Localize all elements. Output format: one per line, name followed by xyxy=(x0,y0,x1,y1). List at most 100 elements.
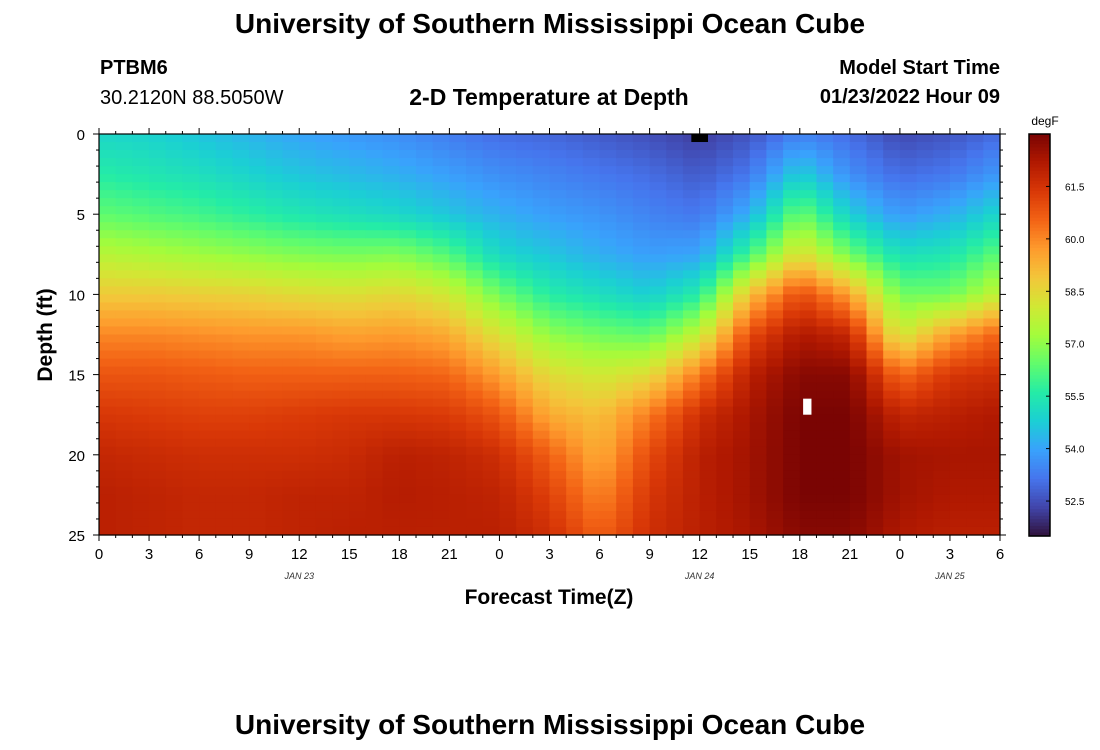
heatmap-cell xyxy=(582,438,601,448)
heatmap-cell xyxy=(299,238,317,247)
heatmap-cell xyxy=(849,214,868,223)
heatmap-cell xyxy=(349,494,367,504)
heatmap-cell xyxy=(299,302,317,312)
heatmap-cell xyxy=(232,526,250,536)
colorbar-segment xyxy=(1029,298,1050,303)
heatmap-cell xyxy=(132,398,150,408)
date-labels: JAN 23 JAN 24 JAN 25 xyxy=(283,571,965,581)
heatmap-cell xyxy=(516,398,534,408)
heatmap-cell xyxy=(365,310,384,320)
heatmap-cell xyxy=(449,286,467,295)
heatmap-cell xyxy=(933,510,951,520)
heatmap-cell xyxy=(149,486,167,496)
heatmap-cell xyxy=(215,206,234,215)
heatmap-cell xyxy=(866,270,884,279)
heatmap-cell xyxy=(649,486,667,496)
heatmap-cell xyxy=(649,182,667,191)
heatmap-cell xyxy=(332,182,350,191)
heatmap-cell xyxy=(432,406,450,416)
heatmap-cell xyxy=(249,406,267,416)
heatmap-cell xyxy=(933,142,951,151)
heatmap-cell xyxy=(249,454,267,464)
heatmap-cell xyxy=(666,166,684,175)
heatmap-cell xyxy=(866,390,884,400)
heatmap-cell xyxy=(232,222,250,231)
heatmap-cell xyxy=(282,214,300,223)
heatmap-cell xyxy=(816,254,834,263)
heatmap-cell xyxy=(699,174,717,183)
heatmap-cell xyxy=(99,502,117,512)
heatmap-cell xyxy=(232,190,250,199)
heatmap-cell xyxy=(499,510,517,520)
heatmap-cell xyxy=(599,198,617,207)
heatmap-cell xyxy=(549,230,567,239)
heatmap-cell xyxy=(516,214,534,223)
heatmap-cell xyxy=(349,374,367,384)
heatmap-cell xyxy=(149,142,167,151)
heatmap-cell xyxy=(949,158,968,167)
heatmap-cell xyxy=(716,278,734,287)
heatmap-cell xyxy=(466,158,484,167)
heatmap-cell xyxy=(532,358,551,368)
heatmap-cell xyxy=(115,142,133,151)
heatmap-cell xyxy=(783,230,801,239)
heatmap-cell xyxy=(632,422,651,432)
heatmap-cell xyxy=(349,310,367,320)
heatmap-cell xyxy=(199,166,217,175)
heatmap-cell xyxy=(132,486,150,496)
heatmap-cell xyxy=(282,390,300,400)
heatmap-cell xyxy=(432,262,450,271)
heatmap-cell xyxy=(699,310,717,320)
heatmap-cell xyxy=(282,142,300,151)
heatmap-cell xyxy=(399,494,417,504)
x-tick-label: 3 xyxy=(946,546,954,563)
heatmap-cell xyxy=(499,430,517,440)
heatmap-cell xyxy=(916,182,934,191)
colorbar-segment xyxy=(1029,365,1050,370)
heatmap-cell xyxy=(966,406,984,416)
heatmap-cell xyxy=(983,206,1001,215)
heatmap-cell xyxy=(783,310,801,320)
heatmap-cell xyxy=(199,150,217,159)
heatmap-cell xyxy=(332,190,350,199)
heatmap-cell xyxy=(516,446,534,456)
heatmap-cell xyxy=(349,262,367,271)
heatmap-cell xyxy=(799,502,818,512)
heatmap-cell xyxy=(482,350,501,360)
heatmap-cell xyxy=(916,454,934,464)
heatmap-cell xyxy=(249,430,267,440)
heatmap-cell xyxy=(632,238,651,247)
heatmap-cell xyxy=(733,462,751,472)
heatmap-cell xyxy=(949,486,968,496)
heatmap-cell xyxy=(949,278,968,287)
heatmap-cell xyxy=(933,310,951,320)
heatmap-cell xyxy=(716,358,734,368)
heatmap-cell xyxy=(649,150,667,159)
colorbar-segment xyxy=(1029,438,1050,443)
heatmap-cell xyxy=(716,238,734,247)
heatmap-cell xyxy=(566,406,584,416)
heatmap-cell xyxy=(666,526,684,536)
heatmap-cell xyxy=(482,454,501,464)
heatmap-cell xyxy=(716,134,734,143)
heatmap-cell xyxy=(849,174,868,183)
heatmap-cell xyxy=(499,270,517,279)
heatmap-cell xyxy=(99,278,117,287)
heatmap-cell xyxy=(649,446,667,456)
heatmap-cell xyxy=(282,494,300,504)
heatmap-cell xyxy=(632,310,651,320)
heatmap-cell xyxy=(532,502,551,512)
heatmap-cell xyxy=(549,198,567,207)
heatmap-cell xyxy=(432,254,450,263)
heatmap-cell xyxy=(866,206,884,215)
heatmap-cell xyxy=(232,334,250,344)
heatmap-cell xyxy=(499,518,517,528)
heatmap-cell xyxy=(165,310,184,320)
heatmap-cell xyxy=(182,502,200,512)
heatmap-cell xyxy=(115,326,133,336)
heatmap-cell xyxy=(566,246,584,255)
heatmap-cell xyxy=(299,438,317,448)
heatmap-cell xyxy=(399,294,417,304)
heatmap-cell xyxy=(332,278,350,287)
heatmap-cell xyxy=(666,238,684,247)
